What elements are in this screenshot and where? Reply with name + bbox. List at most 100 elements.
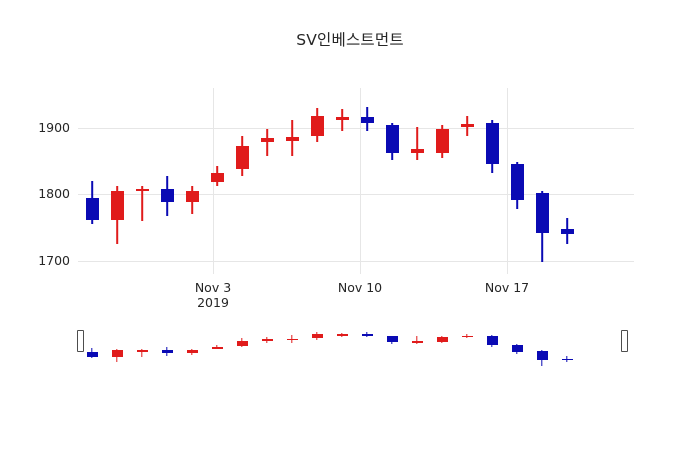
candlestick-body xyxy=(535,192,549,233)
range-selector-right-handle[interactable] xyxy=(621,330,628,352)
overview-candlestick-body xyxy=(336,334,348,336)
gridline-horizontal xyxy=(78,127,634,129)
overview-candlestick-body xyxy=(186,350,198,353)
overview-candlestick-body xyxy=(561,358,573,361)
candlestick[interactable] xyxy=(210,88,224,274)
candlestick[interactable] xyxy=(235,88,249,274)
overview-candlestick-body xyxy=(111,350,123,357)
overview-candlestick-body xyxy=(436,337,448,343)
candlestick-body xyxy=(435,129,449,154)
overview-candlestick[interactable] xyxy=(361,326,373,372)
candlestick-body xyxy=(260,138,274,143)
candlestick-body xyxy=(560,228,574,235)
overview-candlestick[interactable] xyxy=(86,326,98,372)
overview-candlestick[interactable] xyxy=(161,326,173,372)
gridline-vertical xyxy=(360,88,361,274)
y-axis-tick-label: 1800 xyxy=(38,186,70,202)
overview-candlestick-body xyxy=(361,334,373,336)
candlestick-body xyxy=(210,173,224,183)
candlestick[interactable] xyxy=(135,88,149,274)
overview-candlestick-body xyxy=(211,346,223,349)
overview-candlestick[interactable] xyxy=(111,326,123,372)
range-selector-left-handle[interactable] xyxy=(77,330,84,352)
overview-candlestick[interactable] xyxy=(386,326,398,372)
overview-candlestick[interactable] xyxy=(186,326,198,372)
x-axis-tick-label: Nov 3 2019 xyxy=(194,280,232,310)
overview-candlestick[interactable] xyxy=(261,326,273,372)
overview-candlestick[interactable] xyxy=(236,326,248,372)
overview-candlestick-body xyxy=(286,338,298,341)
overview-candlestick[interactable] xyxy=(136,326,148,372)
overview-candlestick[interactable] xyxy=(436,326,448,372)
overview-candlestick-body xyxy=(261,339,273,341)
gridline-vertical xyxy=(507,88,508,274)
candlestick-body xyxy=(285,137,299,142)
overview-candlestick[interactable] xyxy=(411,326,423,372)
candlestick-body xyxy=(335,117,349,120)
overview-chart-axes xyxy=(72,326,634,372)
overview-candlestick[interactable] xyxy=(461,326,473,372)
candlestick-series[interactable] xyxy=(78,88,634,274)
candlestick-body xyxy=(185,190,199,203)
candlestick[interactable] xyxy=(335,88,349,274)
overview-candlestick-wick xyxy=(141,349,143,357)
overview-candlestick[interactable] xyxy=(561,326,573,372)
overview-candlestick[interactable] xyxy=(536,326,548,372)
page-title: SV인베스트먼트 xyxy=(296,31,404,49)
candlestick[interactable] xyxy=(85,88,99,274)
candlestick[interactable] xyxy=(310,88,324,274)
overview-candlestick-body xyxy=(136,350,148,352)
candlestick[interactable] xyxy=(560,88,574,274)
candlestick-body xyxy=(160,188,174,203)
candlestick[interactable] xyxy=(110,88,124,274)
gridline-horizontal xyxy=(78,194,634,196)
overview-candlestick-body xyxy=(411,341,423,343)
candlestick-body xyxy=(510,164,524,200)
candlestick-body xyxy=(85,197,99,220)
x-axis-tick-label: Nov 10 xyxy=(337,280,383,295)
overview-candlestick-body xyxy=(536,350,548,360)
overview-candlestick[interactable] xyxy=(336,326,348,372)
candlestick-body xyxy=(410,149,424,154)
candlestick[interactable] xyxy=(385,88,399,274)
candlestick-body xyxy=(485,122,499,165)
candlestick[interactable] xyxy=(460,88,474,274)
overview-candlestick[interactable] xyxy=(211,326,223,372)
y-axis-tick-label: 1900 xyxy=(38,119,70,135)
overview-candlestick-body xyxy=(236,340,248,346)
overview-candlestick-body xyxy=(461,335,473,338)
candlestick-wick xyxy=(416,126,418,160)
overview-candlestick[interactable] xyxy=(311,326,323,372)
y-axis-tick-label: 1700 xyxy=(38,252,70,268)
overview-candlestick[interactable] xyxy=(511,326,523,372)
overview-candlestick-body xyxy=(86,351,98,357)
overview-candlestick-body xyxy=(161,350,173,353)
gridline-horizontal xyxy=(78,260,634,262)
overview-candlestick-wick xyxy=(416,336,418,344)
candlestick-body xyxy=(310,115,324,136)
candlestick-body xyxy=(385,124,399,154)
overview-candlestick[interactable] xyxy=(486,326,498,372)
candlestick[interactable] xyxy=(535,88,549,274)
candlestick-body xyxy=(135,188,149,191)
overview-candlestick-body xyxy=(386,335,398,343)
candlestick[interactable] xyxy=(485,88,499,274)
candlestick[interactable] xyxy=(510,88,524,274)
x-axis-tick-label: Nov 17 xyxy=(484,280,530,295)
candlestick[interactable] xyxy=(410,88,424,274)
candlestick-wick xyxy=(141,186,143,221)
overview-candlestick-body xyxy=(486,335,498,345)
candlestick-body xyxy=(110,190,124,220)
candlestick[interactable] xyxy=(360,88,374,274)
overview-candlestick[interactable] xyxy=(286,326,298,372)
overview-candlestick-body xyxy=(311,334,323,339)
candlestick-body xyxy=(460,123,474,127)
price-chart-axes: 1700 1800 1900 Nov 3 2019 Nov 10 Nov 17 xyxy=(38,88,634,310)
candlestick[interactable] xyxy=(435,88,449,274)
candlestick[interactable] xyxy=(185,88,199,274)
candlestick[interactable] xyxy=(285,88,299,274)
overview-candlestick-series[interactable] xyxy=(72,326,634,372)
candlestick[interactable] xyxy=(260,88,274,274)
overview-candlestick-body xyxy=(511,344,523,353)
candlestick[interactable] xyxy=(160,88,174,274)
